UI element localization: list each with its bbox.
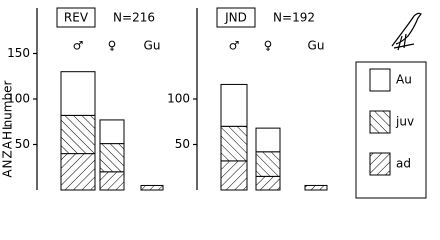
bar-segment — [255, 127, 281, 153]
bar-segment — [60, 71, 96, 116]
y-tick-label: 100 — [7, 92, 30, 106]
panel-title: REV — [64, 11, 89, 25]
y-tick-label: 50 — [15, 137, 30, 151]
panel-title: JND — [224, 11, 247, 25]
title-box — [216, 7, 256, 28]
bar-segment — [220, 125, 248, 162]
y-tick-label: 150 — [7, 46, 30, 60]
bar-segment — [99, 119, 125, 145]
bar-segment — [255, 175, 281, 191]
legend-label: ad — [396, 157, 411, 171]
bird-icon — [391, 12, 422, 51]
y-tick-label: 50 — [175, 137, 190, 151]
legend-label: juv — [395, 115, 414, 129]
x-tick-label: Gu — [308, 39, 325, 53]
x-tick-label: ♀ — [108, 39, 117, 53]
n-label: N=216 — [113, 11, 155, 25]
bar-segment — [220, 83, 248, 127]
x-tick-label: ♂ — [73, 39, 84, 53]
legend-swatch — [369, 110, 391, 134]
bar-segment — [140, 184, 164, 191]
bar-segment — [220, 160, 248, 191]
bar-segment — [60, 114, 96, 155]
title-box — [56, 7, 96, 28]
legend-swatch — [369, 152, 391, 176]
legend-label: Au — [396, 73, 412, 87]
bar-segment — [304, 184, 328, 191]
bar-segment — [60, 153, 96, 191]
legend-swatch — [369, 68, 391, 92]
x-tick-label: ♀ — [264, 39, 273, 53]
x-tick-label: ♂ — [229, 39, 240, 53]
y-axis-label-sub: number — [1, 81, 15, 128]
n-label: N=192 — [273, 11, 315, 25]
y-tick-label: 100 — [167, 92, 190, 106]
x-tick-label: Gu — [144, 39, 161, 53]
bar-segment — [99, 171, 125, 191]
bar-segment — [99, 143, 125, 173]
legend-box — [355, 61, 427, 199]
bar-segment — [255, 151, 281, 177]
y-axis-label: ANZAHL — [1, 122, 15, 177]
